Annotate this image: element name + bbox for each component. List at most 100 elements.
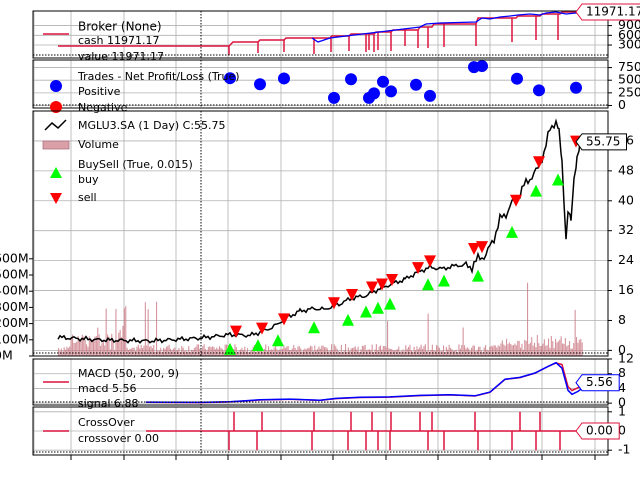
volume-bar — [350, 348, 352, 356]
volume-bar — [223, 350, 225, 356]
volume-bar — [301, 351, 303, 356]
trades-point-13 — [511, 72, 523, 85]
volume-bar — [490, 345, 492, 356]
crossover-legend-value: crossover 0.00 — [78, 432, 159, 445]
volume-bar — [209, 346, 211, 356]
volume-bar — [324, 347, 326, 356]
crossover-last-value-box — [575, 422, 620, 440]
volume-bar — [214, 349, 216, 356]
volume-bar — [175, 350, 177, 356]
volume-bar — [143, 345, 145, 356]
volume-bar — [546, 345, 548, 356]
volume-bar — [359, 351, 361, 356]
volume-tick-label-6: 600M — [0, 250, 29, 265]
trades-point-12 — [476, 60, 488, 73]
volume-bar — [382, 346, 384, 356]
volume-bar — [283, 345, 285, 356]
volume-bar — [469, 350, 471, 356]
sell-marker-0 — [230, 325, 242, 338]
sell-marker-12 — [510, 194, 522, 207]
volume-bar — [535, 347, 537, 356]
sell-marker-2 — [278, 313, 290, 326]
sell-marker-8 — [412, 262, 424, 275]
volume-bar — [179, 351, 181, 356]
volume-bar — [252, 346, 254, 356]
volume-bar — [322, 345, 324, 356]
buy-marker-5 — [360, 305, 372, 318]
volume-bar — [492, 346, 494, 356]
volume-bar — [557, 341, 559, 356]
broker-last-value-box — [575, 3, 640, 21]
volume-bar — [451, 349, 453, 356]
volume-bar — [420, 344, 422, 356]
volume-bar — [394, 350, 396, 356]
volume-bar — [128, 350, 130, 356]
volume-bar — [76, 341, 78, 356]
volume-bar — [293, 345, 295, 356]
crossover-last-value-label: 0.00 — [586, 424, 613, 438]
price-ytick-label-3: 24 — [618, 252, 634, 267]
volume-bar — [161, 351, 163, 356]
volume-bar — [191, 349, 193, 356]
volume-bar — [170, 348, 172, 356]
volume-bar — [137, 344, 139, 356]
volume-bar — [90, 338, 92, 356]
volume-bar — [165, 346, 167, 356]
volume-bar — [84, 339, 86, 356]
volume-bar — [541, 346, 543, 356]
volume-bar — [118, 332, 120, 356]
volume-bar — [220, 347, 222, 356]
sell-marker-10 — [468, 243, 480, 256]
volume-bar — [198, 344, 200, 356]
volume-bar — [378, 346, 380, 356]
volume-bar — [500, 343, 502, 356]
trades-point-6 — [368, 87, 380, 100]
trades-ytick-label-3: 750 — [618, 59, 640, 74]
volume-bar — [548, 338, 550, 356]
volume-bar — [576, 337, 578, 356]
volume-bar — [515, 345, 517, 356]
price-ytick-label-1: 8 — [618, 312, 626, 327]
volume-bar — [255, 352, 257, 356]
volume-bar — [185, 350, 187, 356]
price-grid — [33, 111, 608, 356]
volume-bar — [567, 345, 569, 356]
buy-marker-13 — [552, 173, 564, 186]
price-last-value-label: 55.75 — [586, 134, 620, 148]
volume-legend-marker — [42, 140, 70, 150]
volume-bar — [531, 337, 533, 356]
volume-bar — [205, 349, 207, 356]
volume-bar — [308, 347, 310, 356]
volume-bar — [581, 342, 583, 356]
volume-bar — [65, 349, 67, 356]
volume-bar — [95, 336, 97, 356]
trades-point-0 — [224, 72, 236, 85]
volume-bar — [108, 336, 110, 356]
volume-bar — [304, 348, 306, 356]
buy-marker-9 — [438, 274, 450, 287]
volume-bar — [503, 344, 505, 356]
trades-point-9 — [410, 78, 422, 91]
volume-bar — [510, 344, 512, 356]
price-frame — [32, 110, 609, 357]
volume-bar — [395, 349, 397, 356]
crossover-ytick-label-1: 0 — [618, 423, 626, 438]
volume-bar — [307, 348, 309, 356]
trades-legend-negative-marker — [50, 101, 62, 113]
volume-bar — [74, 342, 76, 356]
price-legend-line-marker — [44, 119, 67, 131]
volume-bar — [340, 345, 342, 356]
sell-marker-1 — [256, 322, 268, 335]
volume-bar — [457, 352, 459, 356]
trades-point-8 — [385, 85, 397, 98]
volume-bar — [212, 346, 214, 356]
volume-bar — [403, 351, 405, 356]
volume-bar — [384, 346, 386, 356]
volume-bar — [578, 339, 580, 356]
sell-marker-9 — [424, 255, 436, 268]
volume-bar — [147, 309, 149, 356]
sell-marker-7 — [386, 274, 398, 287]
volume-bar — [234, 344, 236, 356]
volume-bar — [511, 345, 513, 356]
volume-bar — [298, 346, 300, 356]
